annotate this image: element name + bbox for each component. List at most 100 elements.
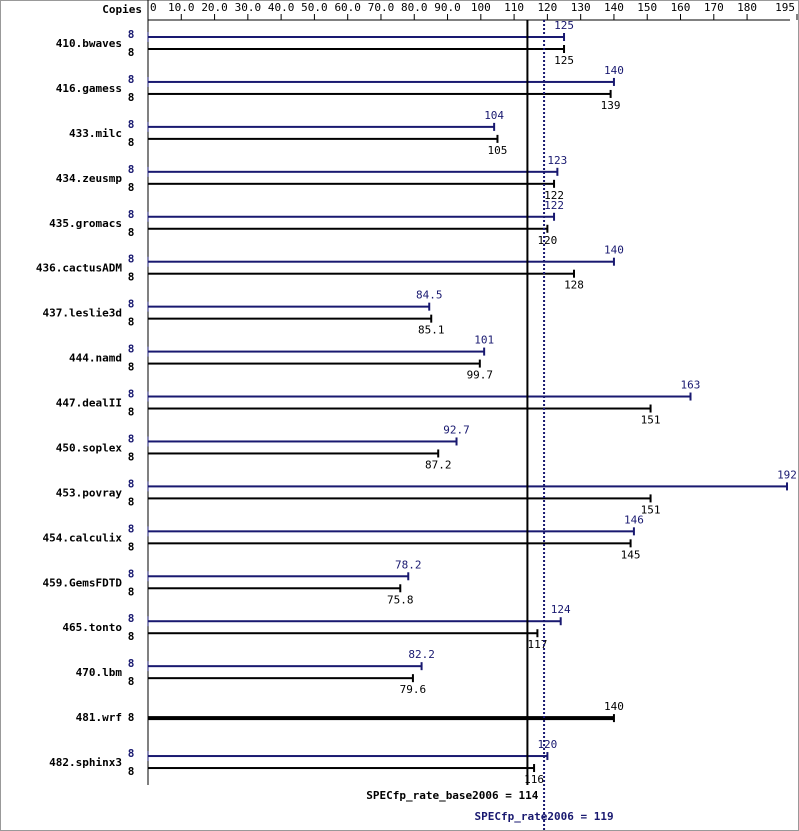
value-label: 85.1 [418, 324, 445, 337]
category-label: 454.calculix [43, 531, 123, 544]
bar [148, 260, 614, 263]
copies-label: 8 [128, 343, 135, 356]
value-label: 82.2 [408, 648, 435, 661]
category-label: 435.gromacs [49, 217, 122, 230]
copies-label: 8 [128, 450, 135, 463]
value-label: 122 [544, 189, 564, 202]
bar [148, 677, 413, 680]
value-label: 116 [524, 773, 544, 786]
copies-label: 8 [128, 226, 135, 239]
category-label: 447.dealII [56, 397, 122, 410]
category-label: 434.zeusmp [56, 172, 123, 185]
x-tick-label: 100 [471, 1, 491, 14]
category-label: 470.lbm [76, 666, 123, 679]
copies-label: 8 [128, 253, 135, 266]
value-label: 145 [621, 548, 641, 561]
bar [148, 350, 485, 353]
x-tick-label: 150 [637, 1, 657, 14]
copies-label: 8 [128, 208, 135, 221]
bar [148, 440, 457, 443]
value-label: 125 [554, 19, 574, 32]
value-label: 101 [474, 334, 494, 347]
bar [148, 665, 422, 668]
copies-label: 8 [128, 675, 135, 688]
bar [148, 407, 651, 410]
bar [148, 92, 611, 95]
category-label: 450.soplex [56, 441, 123, 454]
x-tick-label: 170 [704, 1, 724, 14]
x-tick-label: 195 [775, 1, 795, 14]
bar [148, 542, 631, 545]
bar [148, 227, 548, 230]
value-label: 140 [604, 244, 624, 257]
copies-label: 8 [128, 298, 135, 311]
bar [148, 497, 651, 500]
copies-label: 8 [128, 46, 135, 59]
category-label: 437.leslie3d [43, 307, 122, 320]
x-tick-label: 90.0 [434, 1, 461, 14]
copies-label: 8 [128, 181, 135, 194]
value-label: 139 [601, 99, 621, 112]
copies-label: 8 [128, 657, 135, 670]
category-label: 410.bwaves [56, 37, 122, 50]
value-label: 105 [488, 144, 508, 157]
value-label: 123 [547, 154, 567, 167]
x-tick-label: 80.0 [401, 1, 428, 14]
value-label: 151 [641, 414, 661, 427]
value-label: 120 [537, 234, 557, 247]
bar [148, 452, 439, 455]
copies-label: 8 [128, 540, 135, 553]
value-label: 140 [604, 64, 624, 77]
x-tick-label: 10.0 [168, 1, 195, 14]
category-label: 436.cactusADM [36, 262, 122, 275]
bar [148, 767, 535, 770]
value-label: 120 [537, 738, 557, 751]
x-tick-label: 140 [604, 1, 624, 14]
category-label: 481.wrf [76, 711, 122, 724]
copies-label: 8 [128, 747, 135, 760]
value-label: 124 [551, 603, 571, 616]
bar [148, 575, 409, 578]
bar [148, 362, 480, 365]
bar [148, 317, 432, 320]
x-tick-label: 120 [537, 1, 557, 14]
copies-header: Copies [102, 3, 142, 16]
bar [148, 215, 555, 218]
bar [148, 48, 565, 50]
bar [148, 620, 561, 623]
x-tick-label: 50.0 [301, 1, 328, 14]
value-label: 84.5 [416, 289, 443, 302]
category-label: 416.gamess [56, 82, 122, 95]
reference-label: SPECfp_rate2006 = 119 [475, 810, 614, 823]
copies-label: 8 [128, 118, 135, 131]
value-label: 87.2 [425, 458, 452, 471]
bar [148, 272, 575, 275]
value-label: 192 [777, 468, 797, 481]
category-label: 444.namd [69, 352, 122, 365]
value-label: 75.8 [387, 593, 414, 606]
value-label: 146 [624, 513, 644, 526]
bar [148, 632, 538, 635]
bar [148, 182, 555, 185]
bar [148, 755, 548, 758]
x-tick-label: 160 [671, 1, 691, 14]
value-label: 117 [527, 638, 547, 651]
reference-label: SPECfp_rate_base2006 = 114 [366, 789, 539, 802]
copies-label: 8 [128, 711, 135, 724]
bar [148, 716, 614, 721]
copies-label: 8 [128, 388, 135, 401]
copies-label: 8 [128, 271, 135, 284]
copies-label: 8 [128, 406, 135, 419]
x-tick-label: 180 [737, 1, 757, 14]
copies-label: 8 [128, 361, 135, 374]
value-label: 125 [554, 54, 574, 67]
value-label: 163 [681, 379, 701, 392]
copies-label: 8 [128, 630, 135, 643]
x-tick-label: 130 [571, 1, 591, 14]
category-label: 453.povray [56, 486, 123, 499]
value-label: 128 [564, 279, 584, 292]
copies-label: 8 [128, 136, 135, 149]
copies-label: 8 [128, 432, 135, 445]
